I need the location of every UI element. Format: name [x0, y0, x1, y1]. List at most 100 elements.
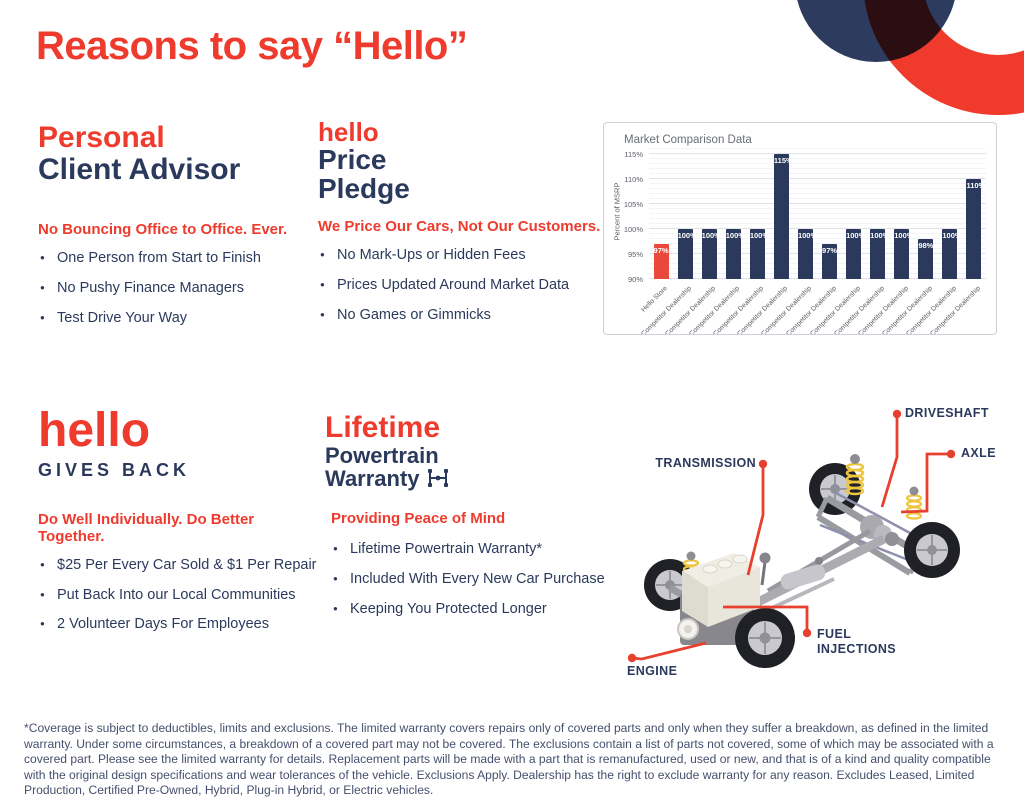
chart-y-axis-label: Percent of MSRP: [612, 182, 622, 241]
chart-minor-gridline: [649, 258, 986, 259]
bullet-item: $25 Per Every Car Sold & $1 Per Repair: [38, 557, 323, 574]
chart-major-gridline: [649, 278, 986, 279]
bullet-list: $25 Per Every Car Sold & $1 Per Repair P…: [38, 557, 323, 634]
chart-bar: 100%: [797, 229, 817, 279]
bullet-item: 2 Volunteer Days For Employees: [38, 617, 323, 633]
chart-minor-gridline: [649, 188, 986, 189]
chart-minor-gridline: [649, 173, 986, 174]
bullet-item: One Person from Start to Finish: [38, 250, 308, 267]
bullet-item: Lifetime Powertrain Warranty*: [331, 541, 615, 558]
wheel-icon: [904, 522, 960, 578]
chart-bar-value-label: 97%: [822, 246, 838, 255]
section-gives-back: hello GIVES BACK Do Well Individually. D…: [38, 404, 323, 647]
chart-y-tick: 100%: [623, 225, 643, 234]
chart-bar-value-label: 100%: [846, 231, 866, 240]
bullet-list: Lifetime Powertrain Warranty* Included W…: [331, 541, 615, 618]
chart-bar: 97%: [822, 244, 837, 279]
chart-y-tick: 105%: [623, 200, 643, 209]
market-comparison-chart: Market Comparison Data Percent of MSRP 9…: [603, 122, 997, 335]
chart-bar-value-label: 97%: [653, 246, 669, 255]
section-heading-line1: Price: [318, 144, 387, 175]
bullet-item: Put Back Into our Local Communities: [38, 587, 323, 604]
chart-minor-gridline: [649, 193, 986, 194]
chart-bar: 100%: [846, 229, 866, 279]
driveshaft-joint: [815, 557, 823, 565]
bullet-item: No Mark-Ups or Hidden Fees: [318, 247, 603, 264]
engine-callout-line: [631, 641, 707, 661]
bullet-item: Prices Updated Around Market Data: [318, 277, 603, 294]
transmission-label: TRANSMISSION: [655, 456, 756, 470]
chart-y-tick: 95%: [627, 250, 643, 259]
chart-major-gridline: [649, 178, 986, 179]
section-heading-accent: Lifetime: [325, 411, 441, 444]
transmission-callout-line: [746, 464, 765, 576]
chart-bar-value-label: 100%: [701, 231, 721, 240]
chart-bar: 100%: [701, 229, 721, 279]
section-tagline: Providing Peace of Mind: [331, 509, 506, 527]
section-personal-client-advisor: Personal Client Advisor No Bouncing Offi…: [38, 122, 308, 341]
bullet-item: Test Drive Your Way: [38, 310, 308, 327]
chart-minor-gridline: [649, 233, 986, 234]
chart-minor-gridline: [649, 208, 986, 209]
powertrain-icon: [427, 469, 448, 488]
chart-bar-value-label: 100%: [894, 231, 914, 240]
chart-bar: 100%: [942, 229, 962, 279]
bullet-item: Keeping You Protected Longer: [331, 601, 615, 618]
driveshaft-callout-line: [880, 414, 899, 508]
hello-logo: hello: [318, 117, 379, 147]
fuel-injections-label: FUEL INJECTIONS: [817, 627, 897, 656]
chart-bar: 115%: [773, 154, 793, 279]
section-tagline: No Bouncing Office to Office. Ever.: [38, 221, 288, 238]
hello-logo: hello: [38, 404, 151, 457]
chart-bar: 100%: [894, 229, 914, 279]
section-price-pledge: hello Price Pledge We Price Our Cars, No…: [318, 119, 603, 338]
chart-minor-gridline: [649, 273, 986, 274]
chart-minor-gridline: [649, 168, 986, 169]
chassis-illustration: [627, 409, 960, 668]
chart-bar-value-label: 100%: [677, 231, 697, 240]
chart-y-tick: 110%: [624, 175, 643, 184]
chart-bar-value-label: 100%: [870, 231, 890, 240]
warranty-footnote: *Coverage is subject to deductibles, lim…: [24, 721, 994, 798]
chart-bar-value-label: 100%: [725, 231, 745, 240]
chart-x-tick: Hello Store: [640, 285, 669, 314]
chart-plot: 90% 95% 100% 105% 110% 115% 97% Hello Store 100%…: [624, 146, 986, 334]
bullet-item: Included With Every New Car Purchase: [331, 571, 615, 588]
chart-minor-gridline: [649, 198, 986, 199]
section-heading-line1: Powertrain: [325, 442, 439, 468]
gear-shifter: [760, 561, 767, 586]
chart-minor-gridline: [649, 223, 986, 224]
chart-major-gridline: [649, 253, 986, 254]
chart-bar: 110%: [966, 179, 986, 279]
chart-bar: 98%: [918, 239, 933, 279]
chart-minor-gridline: [649, 238, 986, 239]
section-heading-line2: Pledge: [318, 173, 410, 205]
chart-minor-gridline: [649, 218, 986, 219]
chart-major-gridline: [649, 203, 986, 204]
chart-bar-value-label: 110%: [966, 181, 986, 190]
chart-bar: 97%: [653, 244, 669, 279]
section-tagline: We Price Our Cars, Not Our Customers.: [318, 218, 601, 236]
chart-y-tick: 115%: [624, 150, 643, 159]
section-heading: GIVES BACK: [38, 459, 191, 480]
chart-minor-gridline: [649, 148, 986, 149]
section-tagline: Do Well Individually. Do Better Together…: [38, 510, 255, 545]
chart-title: Market Comparison Data: [624, 134, 752, 146]
brand-rings-decoration: [797, 0, 1024, 115]
fuel-callout-line: [723, 605, 809, 633]
axle-callout-line: [900, 452, 951, 514]
section-heading-accent: Personal: [38, 121, 165, 154]
section-heading-line2: Warranty: [325, 465, 420, 491]
chart-bar: 100%: [677, 229, 697, 279]
chart-bar-value-label: 100%: [942, 231, 962, 240]
chart-bar-value-label: 115%: [773, 156, 793, 165]
chart-minor-gridline: [649, 243, 986, 244]
chart-minor-gridline: [649, 163, 986, 164]
chart-bar-value-label: 100%: [749, 231, 769, 240]
chart-bar: 100%: [725, 229, 745, 279]
chart-minor-gridline: [649, 158, 986, 159]
chart-minor-gridline: [649, 268, 986, 269]
engine-block: [677, 553, 760, 645]
coil-spring: [905, 494, 923, 520]
